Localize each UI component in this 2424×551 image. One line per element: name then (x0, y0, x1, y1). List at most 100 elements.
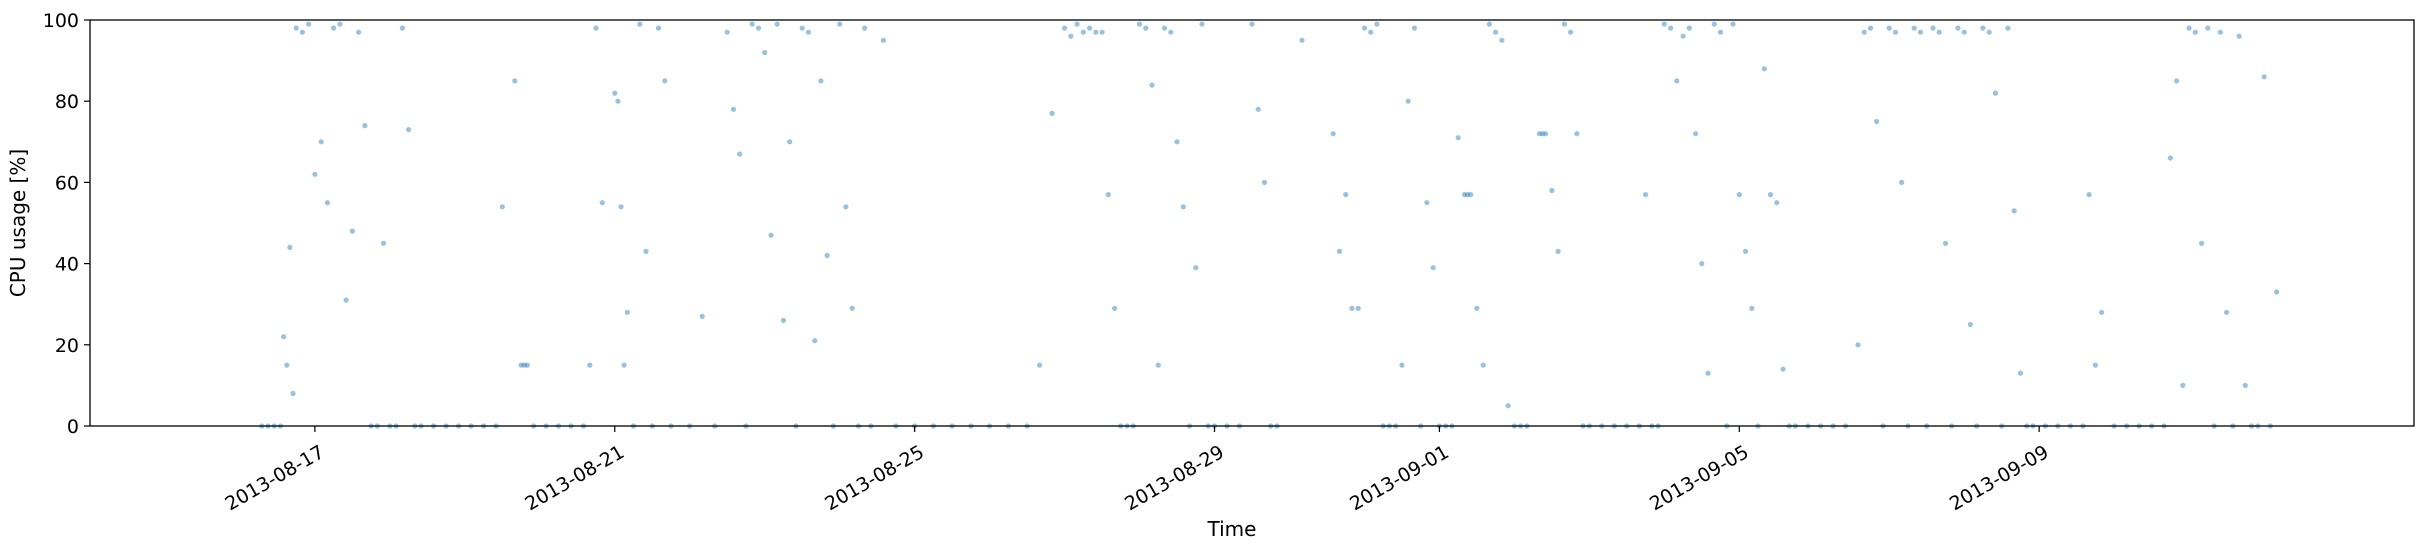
data-point (1917, 29, 1924, 35)
y-tick-label: 100 (43, 10, 79, 32)
data-point (1087, 25, 1093, 31)
data-point (1255, 106, 1261, 112)
data-point (1461, 192, 1467, 198)
data-point (1155, 362, 1161, 368)
data-point (1499, 37, 1505, 43)
data-point (643, 248, 649, 254)
data-point (1493, 29, 1499, 35)
data-point (1249, 21, 1255, 27)
data-point (2174, 78, 2180, 84)
data-point (1136, 21, 1143, 27)
data-point (1424, 200, 1430, 206)
data-point (1037, 362, 1043, 368)
x-tick-label: 2013-09-09 (1946, 441, 2053, 515)
data-point (2224, 309, 2230, 315)
data-point (1561, 21, 1567, 27)
data-point (284, 362, 290, 368)
data-point (780, 317, 787, 323)
data-point (1730, 21, 1736, 27)
data-point (1955, 25, 1961, 31)
data-point (2092, 362, 2098, 368)
data-point (1961, 29, 1967, 35)
data-point (1668, 25, 1674, 31)
data-point (2192, 29, 2198, 35)
data-point (724, 29, 730, 35)
data-point (637, 21, 643, 27)
x-axis-label: Time (1207, 517, 1257, 541)
data-point (1505, 403, 1511, 409)
data-point (1899, 179, 1905, 185)
data-point (1143, 25, 1149, 31)
data-point (1399, 362, 1405, 368)
data-point (849, 305, 855, 311)
y-axis-label: CPU usage [%] (6, 149, 30, 297)
data-point (2236, 33, 2242, 39)
data-point (1361, 25, 1368, 31)
data-point (1455, 135, 1461, 141)
data-point (1149, 82, 1155, 88)
data-point (512, 78, 518, 84)
data-point (1855, 342, 1861, 348)
data-point (624, 309, 630, 315)
data-point (1199, 21, 1205, 27)
data-point (1736, 192, 1742, 198)
data-point (699, 313, 705, 319)
data-point (1355, 305, 1361, 311)
data-point (287, 244, 293, 250)
data-point (343, 297, 349, 303)
data-point (1464, 192, 1471, 198)
data-point (2011, 208, 2017, 214)
data-point (812, 338, 818, 344)
data-point (1368, 29, 1374, 35)
data-point (1986, 29, 1992, 35)
data-point (1643, 192, 1649, 198)
data-point (2199, 240, 2205, 246)
data-point (749, 21, 755, 27)
data-point (1711, 21, 1717, 27)
data-point (618, 204, 624, 210)
data-point (1261, 179, 1268, 185)
data-point (1080, 29, 1086, 35)
data-point (1861, 29, 1867, 35)
y-tick-label: 60 (55, 172, 79, 194)
data-point (768, 232, 774, 238)
data-point (1193, 265, 1199, 271)
data-point (799, 25, 805, 31)
data-point (524, 362, 530, 368)
data-point (612, 90, 618, 96)
y-tick-label: 40 (55, 254, 79, 276)
data-point (521, 362, 527, 368)
data-point (1555, 248, 1561, 254)
data-point (1967, 321, 1973, 328)
data-point (1411, 25, 1417, 31)
data-point (1180, 204, 1186, 210)
data-point (2205, 25, 2211, 31)
data-point (331, 25, 337, 31)
data-point (1874, 118, 1880, 125)
x-tick-label: 2013-08-29 (1121, 441, 1228, 515)
data-point (1705, 370, 1711, 376)
data-point (1168, 29, 1174, 35)
x-tick-label: 2013-08-25 (821, 441, 928, 515)
data-point (1474, 305, 1480, 311)
data-point (1112, 305, 1118, 311)
data-point (1780, 366, 1786, 372)
data-point (1930, 25, 1936, 31)
data-point (2261, 74, 2267, 80)
data-point (615, 98, 621, 104)
data-point (406, 127, 412, 133)
data-point (1343, 192, 1349, 198)
data-point (655, 25, 662, 31)
data-point (1349, 305, 1355, 311)
data-point (1486, 21, 1492, 27)
data-point (2217, 29, 2223, 35)
data-point (730, 106, 737, 112)
data-point (1068, 33, 1074, 39)
data-point (349, 228, 355, 234)
data-point (587, 362, 593, 368)
data-point (1174, 139, 1180, 145)
data-point (1536, 131, 1542, 137)
data-point (1693, 131, 1699, 137)
data-point (1336, 248, 1343, 254)
data-point (1774, 200, 1780, 206)
